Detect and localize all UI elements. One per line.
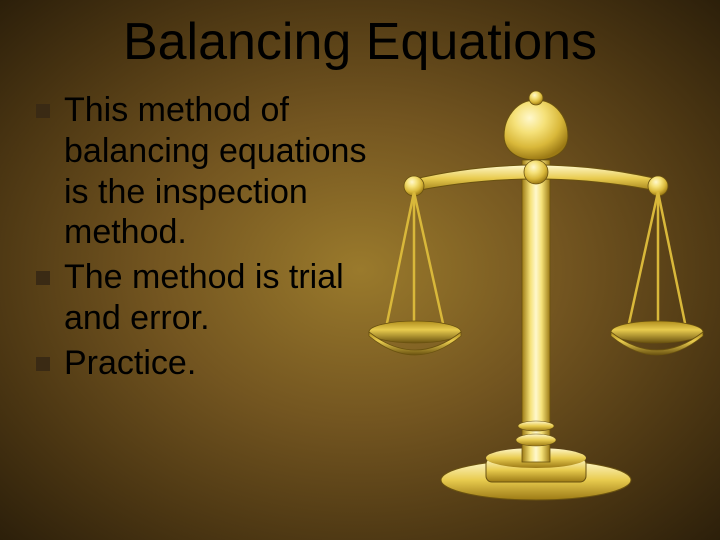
balance-scale-icon [366, 80, 706, 520]
list-item: Practice. [36, 343, 376, 384]
bullet-list-container: This method of balancing equations is th… [36, 90, 376, 388]
list-item: The method is trial and error. [36, 257, 376, 339]
list-item: This method of balancing equations is th… [36, 90, 376, 253]
slide-title: Balancing Equations [0, 0, 720, 72]
content-row: This method of balancing equations is th… [0, 72, 720, 388]
bullet-list: This method of balancing equations is th… [36, 90, 376, 384]
scale-image-area [376, 90, 700, 388]
